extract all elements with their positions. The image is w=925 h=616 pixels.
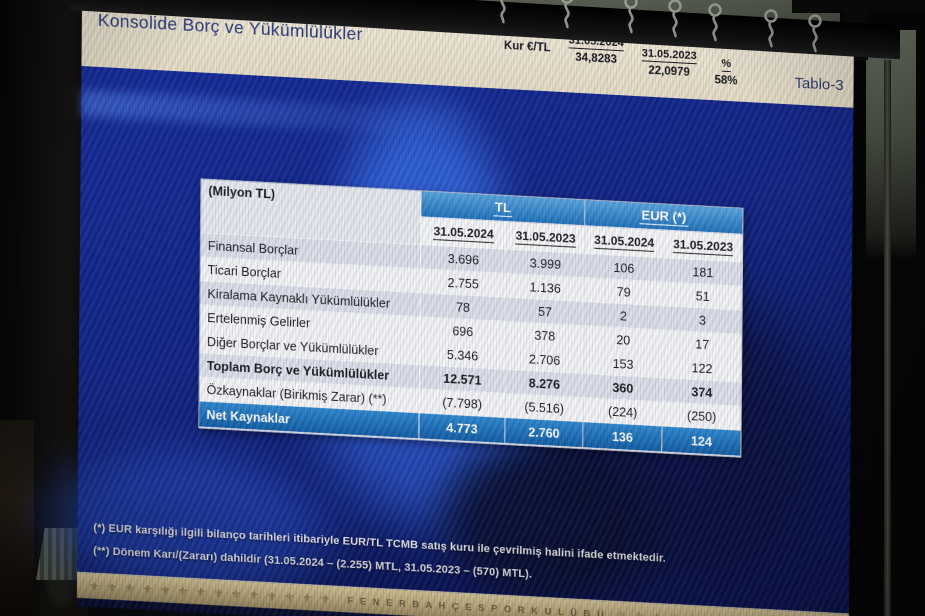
date-column-header: 31.05.2024	[585, 226, 665, 259]
cabinet	[0, 420, 34, 616]
rigging-hook-icon	[664, 0, 686, 38]
kur-value: 22,0979	[648, 64, 690, 79]
rigging-hook-icon	[760, 8, 782, 48]
club-name: F E N E R B A H Ç E S P O R K U L Ü B Ü	[347, 594, 606, 616]
date-column-header: 31.05.2023	[507, 222, 586, 255]
kur-date: 31.05.2023	[641, 47, 697, 65]
debt-table: (Milyon TL) TL EUR (*) 31.05.2024 31.05.2023…	[198, 178, 744, 458]
percent-header: %	[721, 57, 732, 73]
rigging-hook-icon	[556, 0, 578, 29]
kur-column: 31.05.2023 22,0979	[641, 47, 697, 79]
palm-ornament-icon: ⚜⚜⚜⚜⚜⚜⚜⚜⚜⚜⚜⚜⚜⚜⚜	[616, 607, 849, 616]
date-column-header: 31.05.2023	[664, 230, 743, 263]
led-presentation-screen: Konsolide Borç ve Yükümlülükler Kur €/TL…	[26, 2, 854, 616]
rigging-hook-icon	[492, 0, 514, 24]
kur-change-column: % 58%	[715, 57, 738, 87]
table-cell-value: 124	[662, 426, 741, 457]
table-cell-value: 4.773	[419, 413, 506, 444]
rigging-hook-icon	[704, 2, 726, 42]
stand-pole	[884, 60, 891, 616]
kur-label: Kur €/TL	[503, 39, 551, 55]
percent-value: 58%	[714, 74, 738, 88]
wall-pillar	[866, 30, 916, 260]
light-stripe	[81, 89, 482, 138]
table-cell-value: 2.760	[505, 417, 584, 449]
rigging-hook-icon	[620, 0, 642, 34]
rigging-hook-icon	[804, 13, 826, 53]
table-cell-value: 136	[583, 422, 663, 453]
table-number-tag: Tablo-3	[794, 74, 844, 95]
kur-value: 34,8283	[575, 51, 617, 66]
